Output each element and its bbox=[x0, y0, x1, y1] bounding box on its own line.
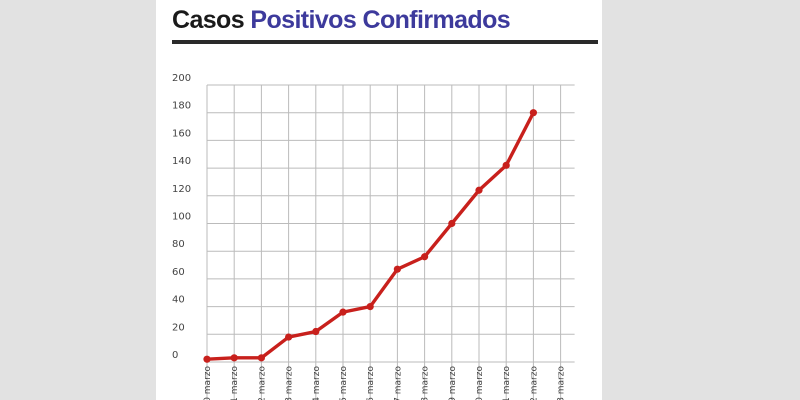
x-tick-label: 10 marzo bbox=[203, 366, 213, 400]
x-tick-label: 14 marzo bbox=[312, 366, 322, 400]
data-point bbox=[448, 219, 456, 228]
chart-title: Casos Positivos Confirmados bbox=[172, 6, 511, 35]
y-tick-label: 100 bbox=[172, 212, 191, 223]
data-point bbox=[312, 327, 320, 336]
x-tick-label: 23 marzo bbox=[557, 366, 567, 400]
data-point bbox=[230, 354, 238, 362]
x-tick-label: 15 marzo bbox=[339, 366, 349, 400]
data-point bbox=[257, 354, 265, 362]
y-tick-label: 120 bbox=[172, 184, 191, 195]
data-point bbox=[393, 265, 401, 273]
x-tick-label: 11 marzo bbox=[230, 366, 240, 400]
y-tick-label: 40 bbox=[172, 295, 185, 306]
data-point bbox=[475, 186, 483, 194]
x-axis-ticks: 10 marzo 11 marzo 12 marzo 13 marzo 14 marzo… bbox=[203, 366, 567, 400]
chart-card: Casos Positivos Confirmados 0 20 40 60 80 100… bbox=[156, 0, 602, 400]
y-tick-label: 80 bbox=[172, 239, 185, 250]
x-tick-label: 18 marzo bbox=[421, 366, 431, 400]
x-tick-label: 13 marzo bbox=[285, 366, 295, 400]
series-group bbox=[203, 109, 537, 363]
data-point bbox=[366, 303, 374, 311]
y-tick-label: 20 bbox=[172, 322, 185, 333]
line-chart: 0 20 40 60 80 100 120 140 160 180 200 10 marzo 11 m… bbox=[172, 73, 575, 400]
data-point bbox=[421, 253, 429, 261]
data-point bbox=[285, 333, 293, 341]
y-tick-label: 60 bbox=[172, 267, 185, 278]
data-point bbox=[339, 308, 347, 316]
y-axis-ticks: 0 20 40 60 80 100 120 140 160 180 200 bbox=[172, 73, 191, 361]
x-tick-label: 21 marzo bbox=[502, 366, 512, 400]
title-word-casos: Casos bbox=[172, 6, 245, 34]
y-tick-label: 160 bbox=[172, 128, 191, 139]
data-point bbox=[203, 355, 211, 363]
x-tick-label: 12 marzo bbox=[257, 366, 267, 400]
x-tick-label: 22 marzo bbox=[529, 366, 539, 400]
data-point bbox=[502, 161, 510, 169]
x-tick-label: 16 marzo bbox=[366, 366, 376, 400]
y-tick-label: 200 bbox=[172, 73, 191, 84]
chart-grid bbox=[206, 84, 575, 400]
title-word-positivos-confirmados: Positivos Confirmados bbox=[250, 6, 511, 34]
x-tick-label: 19 marzo bbox=[448, 366, 458, 400]
data-point bbox=[529, 109, 537, 117]
y-tick-label: 140 bbox=[172, 156, 191, 167]
y-tick-label: 180 bbox=[172, 101, 191, 112]
x-tick-label: 20 marzo bbox=[475, 366, 485, 400]
x-tick-label: 17 marzo bbox=[393, 366, 403, 400]
y-tick-label: 0 bbox=[172, 350, 178, 361]
title-underline bbox=[172, 40, 598, 44]
